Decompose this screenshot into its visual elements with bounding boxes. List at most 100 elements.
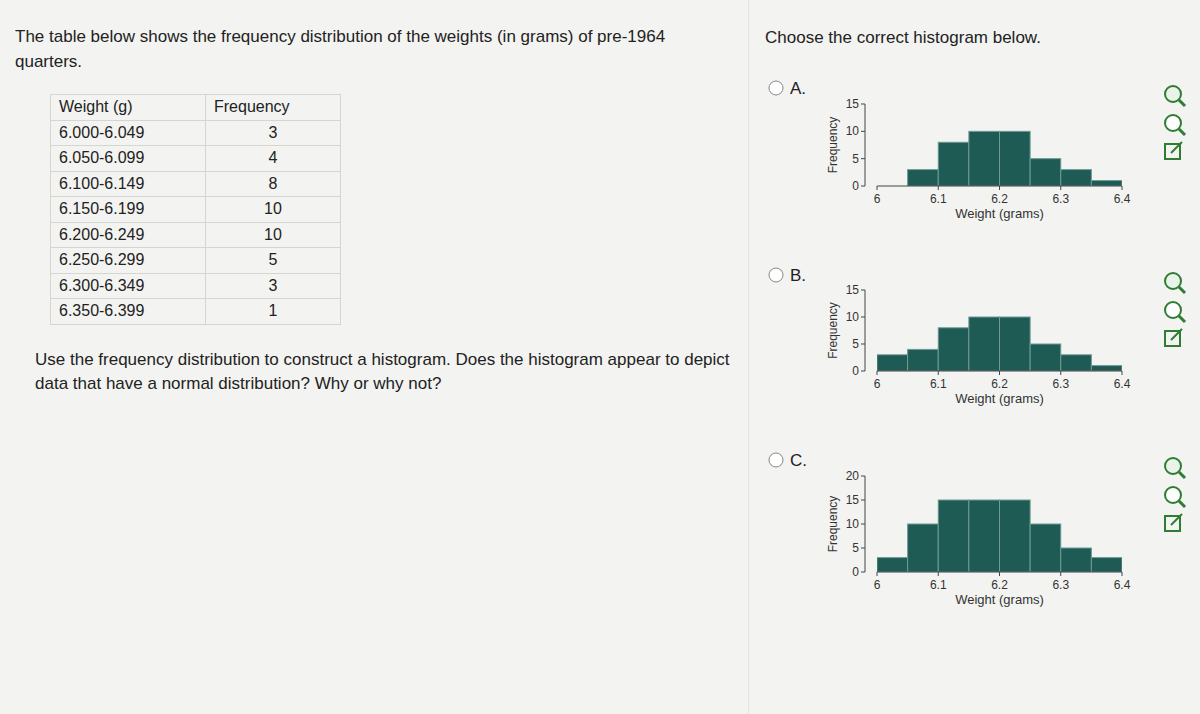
x-tick: [877, 186, 878, 190]
x-axis-label: Weight (grams): [955, 592, 1044, 607]
table-cell: 3: [206, 273, 341, 299]
x-tick: [938, 186, 939, 190]
y-tick: [861, 371, 865, 372]
zoom-icon[interactable]: [1165, 115, 1185, 135]
histogram-bar: [1030, 159, 1061, 186]
zoom-icon[interactable]: [1165, 458, 1185, 478]
bars: [877, 317, 1122, 371]
question-text: The table below shows the frequency dist…: [15, 24, 715, 74]
x-tick-label: 6.2: [991, 192, 1008, 206]
histogram-bar: [908, 349, 939, 371]
x-tick-label: 6.1: [930, 192, 947, 206]
histogram-bar: [969, 500, 1000, 572]
y-tick-label: 0: [852, 565, 859, 579]
y-axis: [865, 104, 866, 186]
zoom-icon[interactable]: [1165, 273, 1185, 293]
histogram-bar: [969, 317, 1000, 371]
y-tick: [861, 158, 865, 159]
y-tick-label: 20: [846, 469, 860, 483]
x-tick-label: 6.2: [991, 578, 1008, 592]
histogram-bar: [1030, 524, 1061, 572]
table-cell: 6.050-6.099: [51, 146, 206, 172]
table-cell: 6.000-6.049: [51, 120, 206, 146]
histogram-bar: [938, 500, 969, 572]
bars: [877, 500, 1122, 572]
table-cell: 6.100-6.149: [51, 171, 206, 197]
choice-label[interactable]: A.: [790, 79, 806, 98]
zoom-icon[interactable]: [1165, 86, 1185, 106]
popout-icon[interactable]: [1165, 514, 1182, 531]
x-axis-label: Weight (grams): [955, 391, 1044, 406]
bars: [908, 131, 1122, 186]
x-tick: [1122, 371, 1123, 375]
x-tick: [877, 572, 878, 576]
choice-label[interactable]: C.: [790, 451, 807, 470]
instruction-text: Choose the correct histogram below.: [765, 28, 1041, 48]
x-tick-label: 6: [874, 377, 881, 391]
table-cell: 6.300-6.349: [51, 273, 206, 299]
x-tick: [1122, 186, 1123, 190]
y-tick-label: 5: [852, 152, 859, 166]
x-tick: [1122, 572, 1123, 576]
choice-label[interactable]: B.: [790, 266, 806, 285]
y-axis-label: Frequency: [826, 302, 840, 359]
y-axis-label: Frequency: [826, 117, 840, 174]
charts: A. 0 5 10 15 Frequency 6 6.1 6.2 6.3 6.4 Weight (gr…: [0, 0, 1200, 714]
y-tick-label: 15: [846, 283, 860, 297]
histogram-bar: [938, 328, 969, 371]
radio-button[interactable]: [769, 268, 783, 282]
y-tick: [861, 572, 865, 573]
histogram-bar: [1030, 344, 1061, 371]
radio-button[interactable]: [769, 81, 783, 95]
histogram: 051015Frequency66.16.26.36.4Weight (gram…: [826, 283, 1131, 406]
x-tick-label: 6.3: [1052, 578, 1069, 592]
radio-button[interactable]: [769, 453, 783, 467]
table-cell: 10: [206, 222, 341, 248]
histogram-bar: [1061, 355, 1092, 371]
x-tick: [1060, 186, 1061, 190]
y-tick-label: 15: [846, 493, 860, 507]
y-tick-label: 5: [852, 337, 859, 351]
y-tick: [861, 131, 865, 132]
x-tick-label: 6: [874, 578, 881, 592]
x-tick: [1060, 371, 1061, 375]
x-tick: [938, 371, 939, 375]
x-tick: [938, 572, 939, 576]
frequency-table: Weight (g)Frequency6.000-6.049 3 6.050-6.0…: [50, 94, 341, 325]
histogram-bar: [908, 170, 939, 186]
y-tick-label: 5: [852, 541, 859, 555]
x-tick-label: 6.3: [1052, 192, 1069, 206]
y-tick: [861, 104, 865, 105]
y-tick-label: 10: [846, 310, 860, 324]
table-cell: 6.250-6.299: [51, 248, 206, 274]
x-tick-label: 6.4: [1114, 578, 1131, 592]
zoom-icon[interactable]: [1165, 302, 1185, 322]
table-cell: 8: [206, 171, 341, 197]
x-tick-label: 6.1: [930, 377, 947, 391]
y-axis-label: Frequency: [826, 496, 840, 553]
table-cell: 4: [206, 146, 341, 172]
x-tick-label: 6.4: [1114, 377, 1131, 391]
histogram-bar: [1000, 131, 1031, 186]
histogram-bar: [1000, 500, 1031, 572]
x-tick-label: 6.1: [930, 578, 947, 592]
y-tick-label: 10: [846, 517, 860, 531]
histogram: 0 5 10 15 20 Frequency 6 6.1 6.2 6.3 6.4 Weight (gr…: [826, 469, 1131, 607]
table-cell: 6.350-6.399: [51, 299, 206, 325]
x-tick: [999, 371, 1000, 375]
popout-icon[interactable]: [1165, 329, 1182, 346]
table-header: Frequency: [206, 95, 341, 121]
table-cell: 6.150-6.199: [51, 197, 206, 223]
x-tick-label: 6.4: [1114, 192, 1131, 206]
y-tick-label: 0: [852, 364, 859, 378]
prompt-text: Use the frequency distribution to constr…: [35, 348, 755, 396]
x-tick-label: 6: [874, 192, 881, 206]
table-header: Weight (g): [51, 95, 206, 121]
popout-icon[interactable]: [1165, 142, 1182, 159]
zoom-icon[interactable]: [1165, 487, 1185, 507]
y-tick: [861, 344, 865, 345]
histogram-bar: [1091, 558, 1122, 572]
histogram-bar: [1091, 366, 1122, 371]
x-tick-label: 6.3: [1052, 377, 1069, 391]
histogram-bar: [877, 355, 908, 371]
